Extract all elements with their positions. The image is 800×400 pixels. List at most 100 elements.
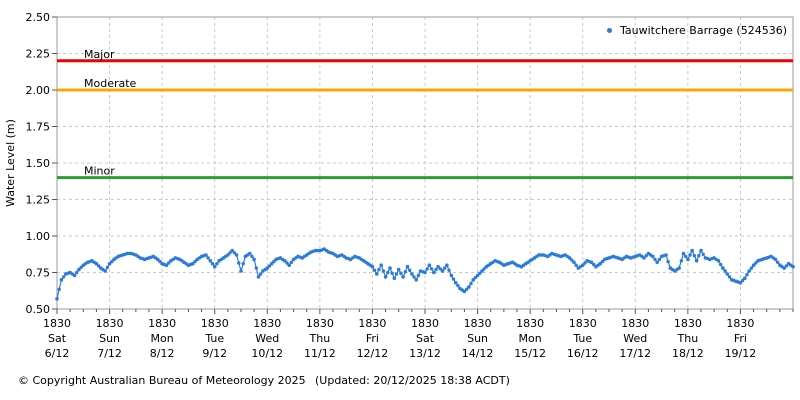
y-tick-label: 0.75 [26, 267, 51, 280]
data-point [208, 259, 213, 263]
data-point [478, 271, 482, 275]
data-point [721, 266, 725, 270]
data-point [747, 269, 751, 273]
data-point [644, 254, 648, 258]
data-point [440, 269, 445, 273]
data-point [482, 267, 486, 271]
data-point [727, 275, 732, 279]
x-tick-label: 1830 Thu 18/12 [672, 317, 704, 360]
data-point [462, 289, 467, 294]
data-point [574, 263, 578, 267]
data-point [241, 262, 245, 266]
data-point [697, 254, 701, 258]
data-point [204, 253, 208, 257]
data-point [370, 264, 375, 269]
data-point [416, 273, 421, 278]
chart-legend: Tauwitchere Barrage (524536) [606, 24, 787, 37]
data-point [79, 265, 83, 270]
data-point [232, 251, 237, 255]
y-tick-label: 2.50 [26, 11, 51, 24]
data-point [256, 275, 261, 279]
copyright-text: © Copyright Australian Bureau of Meteoro… [18, 374, 306, 387]
data-point [408, 268, 412, 272]
data-point [642, 256, 646, 260]
data-point [754, 261, 758, 265]
updated-timestamp: (Updated: 20/12/2025 18:38 ACDT) [315, 374, 510, 387]
data-point [580, 263, 585, 268]
data-point [390, 271, 394, 275]
data-point [451, 277, 456, 281]
data-point [96, 264, 101, 268]
data-point [701, 252, 705, 256]
data-point [600, 259, 605, 264]
data-point [567, 256, 572, 260]
data-point [396, 267, 401, 272]
data-point [570, 258, 574, 262]
data-point [725, 272, 730, 276]
data-point [653, 257, 657, 262]
y-tick-label: 1.00 [26, 230, 51, 243]
x-tick-label: 1830 Sat 6/12 [43, 317, 71, 360]
data-point [723, 269, 727, 273]
data-point [666, 259, 670, 264]
data-point [372, 268, 377, 272]
y-tick-label: 2.25 [26, 48, 51, 61]
data-point [107, 261, 112, 266]
data-point [464, 287, 469, 291]
data-point [598, 261, 602, 266]
data-point [164, 263, 169, 268]
data-point [471, 278, 476, 282]
x-tick-label: 1830 Fri 12/12 [357, 317, 389, 360]
data-point [215, 262, 219, 266]
data-point [655, 260, 659, 265]
data-point [427, 263, 432, 268]
y-tick-label: 2.00 [26, 84, 51, 97]
data-point [677, 266, 681, 270]
data-point [234, 253, 239, 257]
data-point [259, 272, 263, 276]
data-point [399, 271, 403, 275]
data-point [664, 253, 668, 257]
data-point [388, 266, 392, 270]
data-point [692, 254, 697, 258]
data-point [252, 257, 256, 262]
x-tick-label: 1830 Mon 8/12 [148, 317, 176, 360]
data-point [740, 278, 745, 283]
legend-station-label: Tauwitchere Barrage (524536) [619, 24, 787, 37]
data-point [651, 254, 655, 259]
data-point [686, 257, 690, 262]
data-point [432, 270, 436, 275]
data-point [250, 254, 254, 259]
data-point [434, 267, 438, 272]
data-point [773, 257, 778, 262]
data-point [57, 287, 61, 291]
x-tick-label: 1830 Sat 13/12 [409, 317, 441, 360]
data-point [212, 264, 217, 269]
data-point [776, 260, 780, 264]
data-point [688, 253, 692, 257]
x-tick-label: 1830 Wed 17/12 [619, 317, 651, 360]
x-tick-label: 1830 Wed 10/12 [251, 317, 283, 360]
data-point [405, 264, 410, 269]
data-point [287, 263, 292, 268]
data-point [453, 280, 458, 285]
data-point [228, 251, 232, 255]
data-point [167, 261, 171, 265]
data-point [423, 270, 427, 275]
data-point [94, 261, 99, 266]
data-point [103, 269, 107, 273]
data-point [193, 259, 197, 264]
data-point [745, 273, 749, 277]
data-point [751, 263, 756, 268]
data-point [679, 259, 683, 263]
data-point [394, 272, 399, 276]
data-point [456, 283, 460, 288]
data-point [75, 270, 79, 275]
data-point [239, 269, 243, 273]
data-point [283, 259, 287, 263]
data-point [589, 260, 594, 265]
data-point [77, 267, 81, 272]
x-tick-label: 1830 Sun 14/12 [462, 317, 494, 360]
data-point [156, 257, 160, 262]
